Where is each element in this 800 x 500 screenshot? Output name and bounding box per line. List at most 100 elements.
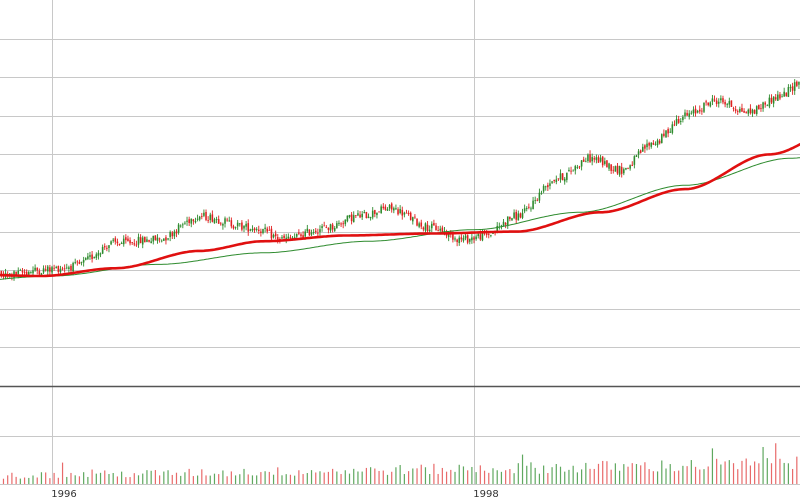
candlestick: [68, 265, 70, 273]
candle-body: [793, 82, 796, 91]
candlestick: [226, 217, 228, 222]
candlestick: [597, 155, 600, 163]
candlestick: [462, 235, 465, 243]
candlestick: [399, 205, 401, 215]
candle-body: [770, 98, 773, 103]
candle-body: [578, 166, 581, 168]
volume-bar: [32, 475, 34, 484]
volume-bar: [770, 463, 773, 484]
candlestick: [215, 216, 218, 224]
candlestick: [285, 233, 288, 244]
candle-body: [308, 229, 311, 236]
volume-bar: [483, 470, 486, 484]
candle-body: [357, 213, 359, 216]
volume-bar: [724, 461, 726, 484]
candle-body: [513, 212, 515, 218]
candle-body: [709, 102, 712, 107]
candlestick: [774, 94, 777, 101]
candle-body: [0, 270, 3, 276]
candle-body: [684, 112, 686, 116]
candlestick: [606, 160, 608, 168]
candlestick: [464, 233, 467, 241]
volume-bar: [11, 472, 13, 484]
candlestick: [542, 184, 545, 194]
candlestick: [646, 139, 648, 151]
candle-body: [380, 206, 382, 214]
candlestick: [420, 219, 423, 230]
candlestick: [705, 99, 707, 106]
candle-body: [660, 134, 663, 143]
candle-body: [412, 217, 414, 222]
candlestick: [376, 212, 378, 219]
candlestick: [378, 211, 380, 213]
candle-body: [698, 109, 701, 112]
candle-body: [711, 98, 714, 102]
candle-body: [749, 108, 752, 114]
candle-body: [675, 118, 678, 125]
candle-body: [190, 218, 193, 224]
candle-body: [146, 239, 148, 242]
volume-bar: [547, 473, 549, 484]
candlestick: [46, 265, 49, 276]
candle-body: [753, 109, 756, 114]
candlestick: [135, 240, 138, 247]
candle-body: [656, 140, 659, 146]
moving-average-fast-line: [0, 142, 800, 278]
candle-body: [542, 185, 545, 192]
candle-body: [319, 229, 321, 233]
candle-body: [580, 160, 583, 167]
candle-body: [468, 238, 471, 242]
candle-body: [378, 211, 380, 213]
candlestick: [783, 87, 785, 97]
candlestick: [338, 220, 340, 227]
volume-bar: [61, 462, 64, 484]
candlestick: [173, 229, 176, 240]
candlestick: [749, 104, 752, 115]
candle-body: [194, 220, 197, 223]
candle-body: [764, 102, 766, 105]
candle-body: [625, 167, 627, 170]
candle-body: [57, 266, 60, 273]
candlestick: [768, 94, 771, 109]
candle-body: [557, 178, 560, 180]
volume-bar: [395, 467, 397, 484]
volume-bar: [285, 474, 287, 484]
candlestick: [698, 105, 701, 114]
candle-body: [382, 206, 385, 209]
candle-body: [393, 208, 395, 211]
candle-body: [251, 229, 254, 231]
candle-body: [694, 108, 697, 114]
candlestick: [667, 127, 669, 138]
candlestick: [610, 164, 612, 174]
candlestick: [677, 115, 680, 124]
volume-bar: [787, 463, 789, 484]
candlestick: [165, 235, 167, 245]
candlestick: [118, 243, 121, 246]
volume-bar: [340, 474, 342, 484]
volume-bar: [171, 474, 173, 484]
volume-bar: [332, 468, 334, 484]
volume-bar: [87, 476, 89, 484]
candlestick: [418, 221, 420, 229]
volume-bar: [302, 474, 304, 484]
candlestick: [201, 212, 203, 220]
candle-body: [165, 237, 167, 241]
candle-body: [475, 236, 477, 240]
candlestick: [416, 218, 418, 227]
volume-bar: [635, 464, 638, 484]
candlestick: [131, 241, 133, 245]
volume-bar: [99, 472, 102, 484]
candle-body: [424, 223, 427, 231]
candle-body: [338, 222, 340, 224]
volume-bar: [382, 470, 384, 484]
candle-body: [730, 100, 733, 107]
candle-body: [63, 268, 66, 270]
candlestick: [635, 154, 638, 157]
candlestick: [217, 215, 220, 224]
candle-body: [150, 241, 152, 243]
candlestick: [498, 222, 501, 230]
candlestick: [30, 271, 32, 274]
volume-bar: [95, 473, 97, 484]
candlestick: [576, 164, 579, 170]
